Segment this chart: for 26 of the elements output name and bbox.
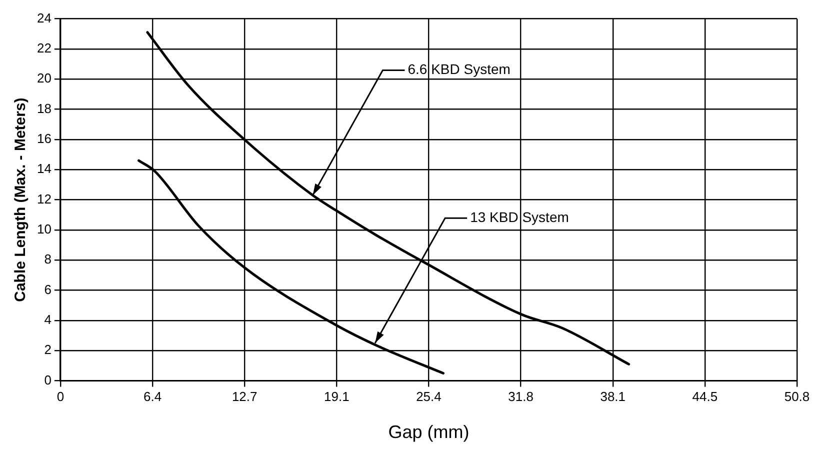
y-tick-label: 14 <box>36 161 52 176</box>
x-tick-label: 44.5 <box>692 389 718 404</box>
x-tick-label: 25.4 <box>416 389 442 404</box>
y-tick-label: 2 <box>44 342 52 358</box>
x-tick-label: 50.8 <box>784 389 810 404</box>
x-tick-label: 0 <box>56 389 64 404</box>
y-tick-label: 20 <box>36 70 52 86</box>
x-tick-label: 19.1 <box>324 389 350 404</box>
annotation: 13 KBD System <box>470 208 569 225</box>
y-tick-label: 18 <box>36 100 52 116</box>
x-axis-title: Gap (mm) <box>388 422 470 442</box>
y-tick-label: 12 <box>36 191 52 206</box>
y-tick-label: 4 <box>44 312 52 328</box>
y-tick-label: 8 <box>44 252 52 267</box>
y-axis-title: Cable Length (Max. - Meters) <box>12 98 30 302</box>
x-tick-label: 12.7 <box>232 389 258 404</box>
y-tick-label: 10 <box>36 222 52 237</box>
x-tick-label: 6.4 <box>143 389 162 404</box>
annotation: 6.6 KBD System <box>408 61 510 78</box>
x-tick-label: 38.1 <box>600 389 626 404</box>
x-tick-label: 31.8 <box>508 389 534 404</box>
y-tick-label: 24 <box>36 10 52 26</box>
y-tick-label: 0 <box>44 372 52 388</box>
y-tick-label: 22 <box>36 40 52 56</box>
y-tick-label: 16 <box>36 131 52 146</box>
y-tick-label: 6 <box>44 282 52 297</box>
